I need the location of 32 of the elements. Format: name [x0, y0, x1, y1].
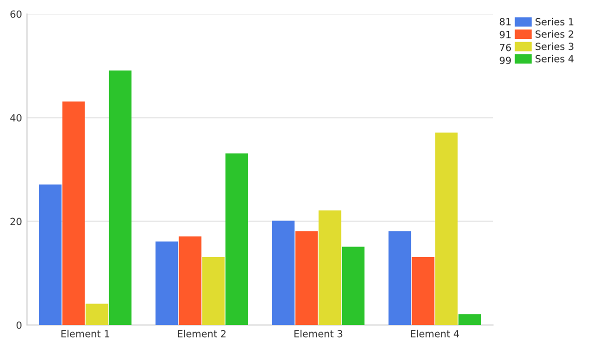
- bar: [108, 70, 132, 325]
- y-tick-label: 60: [10, 10, 22, 18]
- bar: [458, 314, 481, 325]
- legend-label: Series 3: [536, 42, 574, 50]
- y-tick-label: 0: [16, 321, 22, 329]
- bar: [388, 231, 412, 325]
- bar: [295, 231, 318, 325]
- x-tick-label: Element 1: [61, 330, 110, 338]
- bar: [62, 102, 85, 325]
- bar: [342, 246, 364, 325]
- bar: [156, 242, 178, 325]
- bar: [412, 257, 434, 325]
- bar: [86, 304, 108, 325]
- bar: [318, 210, 342, 325]
- legend-label: Series 1: [536, 18, 574, 26]
- text: 99: [500, 56, 511, 64]
- bar: [435, 132, 458, 325]
- text: 81: [500, 18, 511, 26]
- bar: [225, 153, 248, 325]
- bar: [178, 236, 202, 325]
- text: 76: [500, 44, 511, 52]
- bar: [39, 184, 62, 325]
- x-tick-label: Element 3: [294, 330, 342, 338]
- bar: [202, 257, 225, 325]
- x-tick-label: Element 4: [410, 330, 459, 338]
- y-tick-label: 20: [10, 218, 22, 226]
- bar: [272, 220, 295, 325]
- x-tick-label: Element 2: [178, 330, 226, 338]
- text: 91: [500, 30, 511, 38]
- legend-label: Series 4: [536, 54, 574, 62]
- legend-label: Series 2: [536, 30, 574, 38]
- y-tick-label: 40: [10, 114, 22, 122]
